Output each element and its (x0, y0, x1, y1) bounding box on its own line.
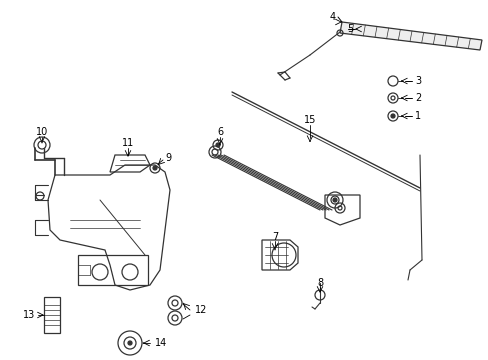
Text: 9: 9 (164, 153, 171, 163)
Text: 3: 3 (414, 76, 420, 86)
Text: 6: 6 (217, 127, 223, 137)
Polygon shape (339, 22, 481, 50)
Text: 11: 11 (122, 138, 134, 148)
Text: 2: 2 (414, 93, 420, 103)
Circle shape (128, 341, 132, 345)
Text: 12: 12 (195, 305, 207, 315)
Text: 13: 13 (23, 310, 35, 320)
Circle shape (332, 198, 336, 202)
Circle shape (153, 166, 157, 170)
Text: 1: 1 (414, 111, 420, 121)
Text: 7: 7 (271, 232, 278, 242)
Text: 15: 15 (303, 115, 316, 125)
Circle shape (390, 114, 394, 118)
Text: 8: 8 (316, 278, 323, 288)
Text: 14: 14 (155, 338, 167, 348)
Text: 5: 5 (346, 24, 352, 34)
Text: 10: 10 (36, 127, 48, 137)
Text: 4: 4 (329, 12, 335, 22)
Bar (44, 297, 60, 333)
Circle shape (216, 143, 220, 147)
